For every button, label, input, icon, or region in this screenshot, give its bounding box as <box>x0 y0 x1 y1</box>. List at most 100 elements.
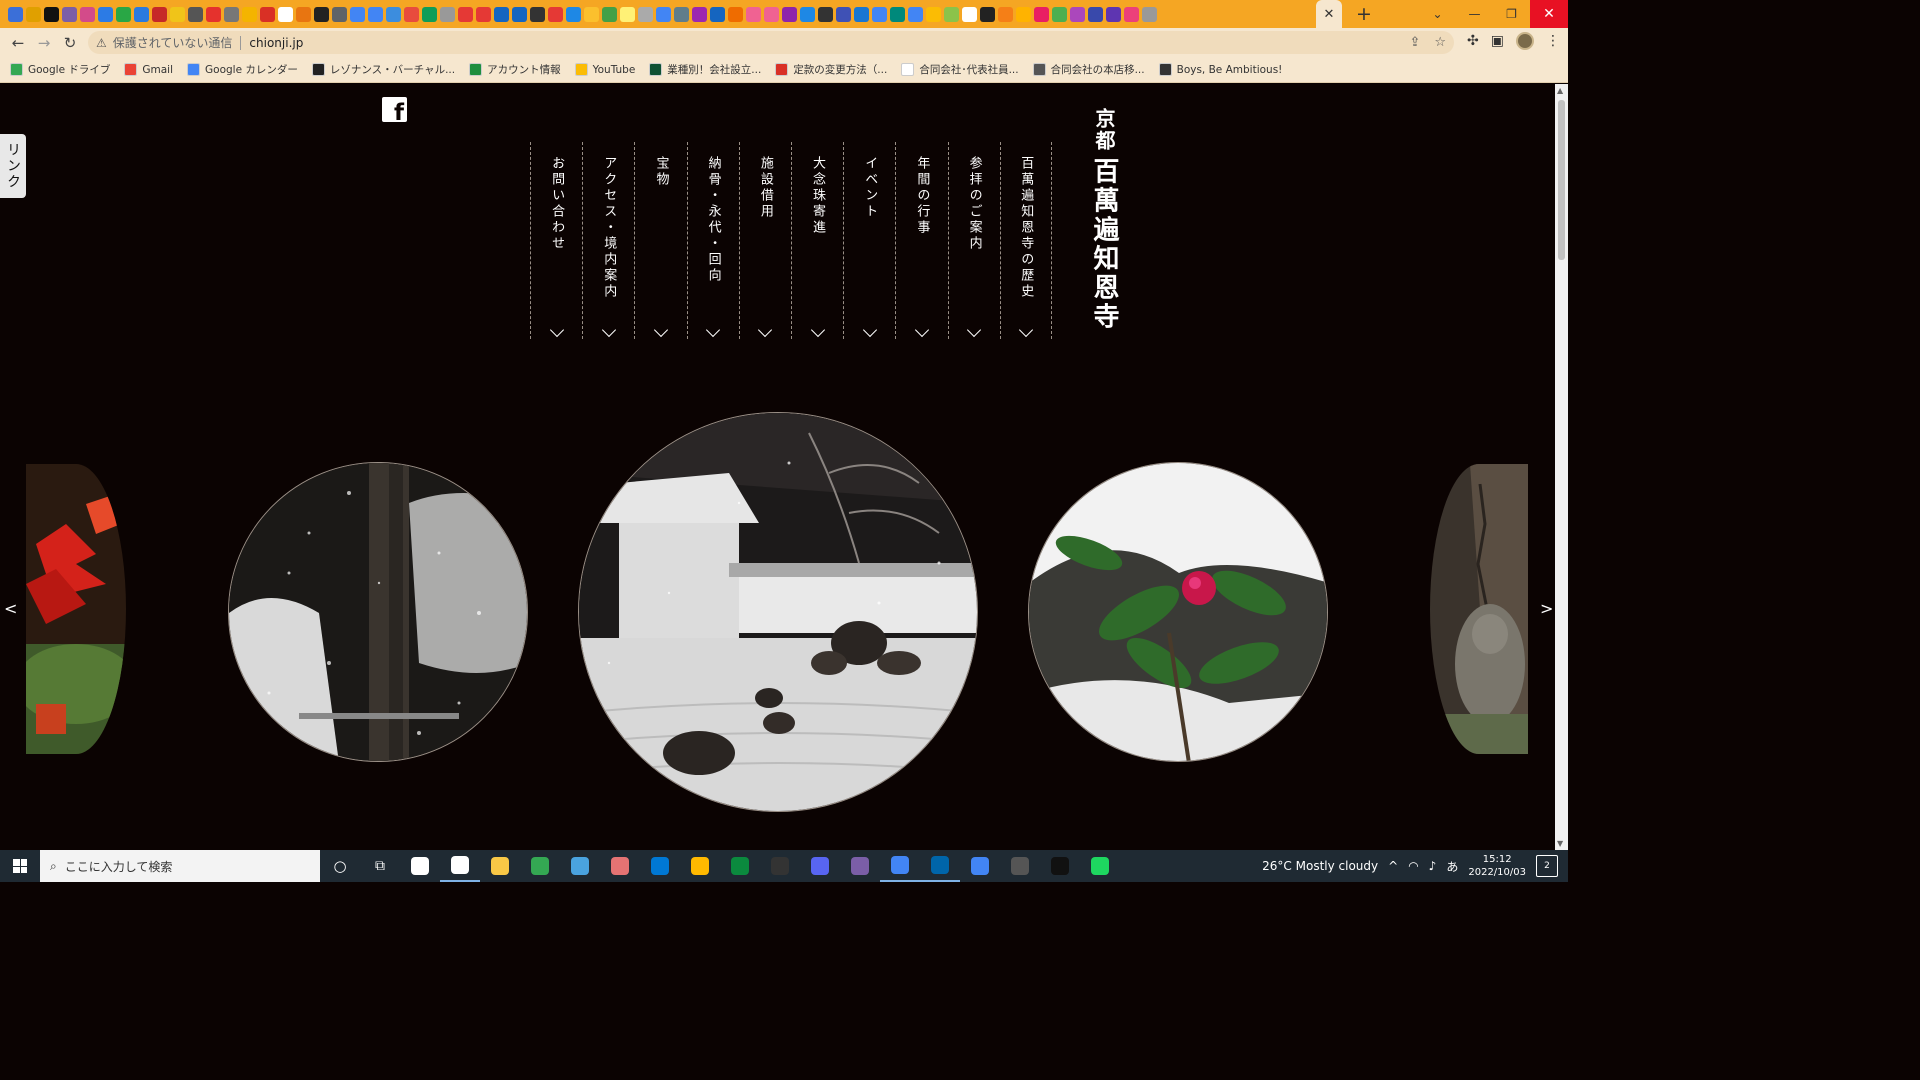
tab-favicon[interactable] <box>782 6 797 22</box>
slide-right-image[interactable] <box>1028 462 1328 762</box>
taskbar-app-icon[interactable] <box>560 850 600 882</box>
tab-favicon[interactable] <box>638 6 653 22</box>
weather-widget[interactable]: 26°C Mostly cloudy <box>1262 859 1379 873</box>
tab-favicon[interactable] <box>152 6 167 22</box>
tab-favicon[interactable] <box>656 6 671 22</box>
bookmark-item[interactable]: 業種別！会社設立... <box>649 62 761 77</box>
tab-favicon[interactable] <box>476 6 491 22</box>
address-bar[interactable]: ⚠ 保護されていない通信 chionji.jp ⇪ ☆ <box>88 31 1454 54</box>
tab-favicon[interactable] <box>890 6 905 22</box>
tab-favicon[interactable] <box>1034 6 1049 22</box>
clock[interactable]: 15:12 2022/10/03 <box>1468 853 1526 879</box>
tab-favicon[interactable] <box>332 6 347 22</box>
tab-favicon[interactable] <box>440 6 455 22</box>
bookmark-item[interactable]: 合同会社･代表社員... <box>901 62 1019 77</box>
tab-favicon[interactable] <box>836 6 851 22</box>
tab-favicon[interactable] <box>26 6 41 22</box>
network-icon[interactable]: ◠ <box>1408 859 1419 873</box>
slide-far-right-image[interactable] <box>1430 464 1528 754</box>
tab-favicon[interactable] <box>530 6 545 22</box>
tab-favicon[interactable] <box>494 6 509 22</box>
bookmark-item[interactable]: YouTube <box>574 63 635 76</box>
tab-favicon[interactable] <box>368 6 383 22</box>
bookmark-item[interactable]: 合同会社の本店移... <box>1032 62 1145 77</box>
tab-favicon[interactable] <box>512 6 527 22</box>
page-scrollbar[interactable]: ▲ ▼ <box>1555 84 1568 850</box>
taskbar-app-icon[interactable] <box>800 850 840 882</box>
tab-favicon[interactable] <box>386 6 401 22</box>
tab-favicon[interactable] <box>1052 6 1067 22</box>
volume-icon[interactable]: ♪ <box>1428 859 1437 873</box>
tab-favicon[interactable] <box>926 6 941 22</box>
warning-icon[interactable]: ⚠ <box>96 35 107 50</box>
tab-favicon[interactable] <box>8 6 23 22</box>
site-logo-title[interactable]: 京都 百萬遍知恩寺 <box>1086 108 1123 332</box>
tab-favicon[interactable] <box>62 6 77 22</box>
taskbar-app-icon[interactable] <box>760 850 800 882</box>
taskbar-app-icon[interactable] <box>840 850 880 882</box>
tab-favicon[interactable] <box>242 6 257 22</box>
bookmark-item[interactable]: Gmail <box>124 63 173 76</box>
taskbar-app-icon[interactable] <box>720 850 760 882</box>
slide-left-image[interactable] <box>228 462 528 762</box>
tab-favicon[interactable] <box>818 6 833 22</box>
taskbar-app-icon[interactable] <box>440 850 480 882</box>
tab-favicon[interactable] <box>746 6 761 22</box>
reload-button[interactable]: ↻ <box>63 33 77 52</box>
security-label[interactable]: 保護されていない通信 <box>112 36 233 50</box>
active-tab-close-button[interactable]: ✕ <box>1316 0 1342 28</box>
tab-favicon[interactable] <box>566 6 581 22</box>
slide-center-image[interactable] <box>578 412 978 812</box>
link-side-tab[interactable]: リンク <box>0 134 26 198</box>
back-button[interactable]: ← <box>11 33 25 52</box>
tab-favicon[interactable] <box>224 6 239 22</box>
start-button[interactable] <box>0 850 40 882</box>
pinned-tabs[interactable] <box>0 0 1316 28</box>
nav-item-facilities[interactable]: 施設借用 <box>738 142 791 339</box>
tab-favicon[interactable] <box>602 6 617 22</box>
ime-indicator[interactable]: あ <box>1446 859 1459 874</box>
tab-favicon[interactable] <box>278 6 293 22</box>
bookmark-item[interactable]: Boys, Be Ambitious! <box>1158 63 1282 76</box>
notification-center-icon[interactable]: 2 <box>1536 855 1558 877</box>
scroll-up-icon[interactable]: ▲ <box>1557 86 1564 95</box>
nav-item-events[interactable]: イベント <box>843 142 895 339</box>
tab-favicon[interactable] <box>1088 6 1103 22</box>
task-view-icon[interactable]: ⧉ <box>375 858 385 874</box>
taskbar-app-icon[interactable] <box>680 850 720 882</box>
tab-favicon[interactable] <box>134 6 149 22</box>
tab-favicon[interactable] <box>908 6 923 22</box>
bookmark-item[interactable]: Google カレンダー <box>187 62 298 77</box>
slide-far-left-image[interactable] <box>26 464 126 754</box>
taskbar-app-icon[interactable] <box>600 850 640 882</box>
tab-favicon[interactable] <box>98 6 113 22</box>
bookmark-item[interactable]: 定款の変更方法（... <box>775 62 887 77</box>
taskbar-app-icon[interactable] <box>880 850 920 882</box>
tab-favicon[interactable] <box>314 6 329 22</box>
nav-item-nokotsu[interactable]: 納骨・永代・回向 <box>686 142 739 339</box>
tab-favicon[interactable] <box>116 6 131 22</box>
tab-favicon[interactable] <box>692 6 707 22</box>
tab-favicon[interactable] <box>872 6 887 22</box>
tab-favicon[interactable] <box>998 6 1013 22</box>
maximize-button[interactable]: ❐ <box>1506 7 1517 21</box>
bookmark-item[interactable]: アカウント情報 <box>469 62 561 77</box>
taskbar-app-icon[interactable] <box>1000 850 1040 882</box>
taskbar-app-icon[interactable] <box>960 850 1000 882</box>
profile-avatar[interactable] <box>1516 32 1534 50</box>
tab-favicon[interactable] <box>1016 6 1031 22</box>
tab-favicon[interactable] <box>206 6 221 22</box>
taskbar-app-icon[interactable] <box>480 850 520 882</box>
nav-item-history[interactable]: 百萬遍知恩寺の歴史 <box>999 142 1052 339</box>
taskbar-app-icon[interactable] <box>400 850 440 882</box>
tab-favicon[interactable] <box>710 6 725 22</box>
tab-favicon[interactable] <box>620 6 635 22</box>
forward-button[interactable]: → <box>37 33 51 52</box>
nav-item-treasures[interactable]: 宝物 <box>634 142 686 339</box>
tab-favicon[interactable] <box>260 6 275 22</box>
tab-favicon[interactable] <box>854 6 869 22</box>
taskbar-app-icon[interactable] <box>920 850 960 882</box>
tab-favicon[interactable] <box>188 6 203 22</box>
facebook-icon[interactable]: f <box>382 97 407 125</box>
scroll-thumb[interactable] <box>1558 100 1565 260</box>
